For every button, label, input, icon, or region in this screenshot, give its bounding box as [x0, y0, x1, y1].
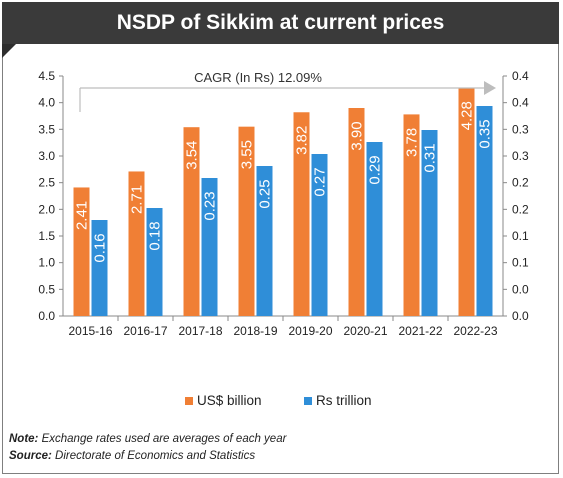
bar-usd [403, 114, 420, 317]
bar-usd-label: 3.78 [404, 128, 421, 157]
chart-title: NSDP of Sikkim at current prices [116, 11, 445, 34]
bar-usd [183, 127, 200, 316]
right-tick-label: 0.2 [512, 202, 529, 216]
note-line: Note: Exchange rates used are averages o… [9, 433, 286, 445]
bar-rs-label: 0.25 [257, 179, 274, 208]
right-tick-label: 0.0 [512, 282, 529, 296]
bar-usd [348, 108, 365, 316]
source-label: Source: [9, 450, 52, 462]
bar-rs [476, 106, 493, 316]
bar-rs [366, 142, 383, 316]
left-tick-label: 3.5 [38, 122, 55, 136]
right-tick-label: 0.4 [512, 96, 529, 110]
right-tick-label: 0.1 [512, 256, 529, 270]
cagr-arrow-head [484, 81, 496, 95]
x-tick-label: 2016-17 [123, 324, 167, 338]
bar-rs-label: 0.23 [202, 191, 219, 220]
left-tick-label: 2.5 [38, 176, 55, 190]
note-text: Exchange rates used are averages of each… [38, 433, 287, 445]
legend: US$ billion Rs trillion [185, 393, 372, 408]
bar-usd-label: 3.82 [294, 126, 311, 155]
bar-rs-label: 0.18 [147, 221, 164, 250]
bar-usd-label: 3.54 [184, 141, 201, 170]
source-line: Source: Directorate of Economics and Sta… [9, 450, 255, 462]
bar-rs [311, 154, 328, 316]
left-tick-label: 3.0 [38, 149, 55, 163]
bar-usd-label: 3.90 [349, 121, 366, 150]
source-text: Directorate of Economics and Statistics [51, 450, 256, 462]
right-tick-label: 0.3 [512, 122, 529, 136]
left-tick-label: 4.0 [38, 96, 55, 110]
bar-usd-label: 4.28 [459, 101, 476, 130]
x-tick-label: 2019-20 [288, 324, 332, 338]
right-tick-label: 0.2 [512, 176, 529, 190]
right-tick-label: 0.3 [512, 149, 529, 163]
legend-label-rs: Rs trillion [316, 393, 372, 408]
bar-rs [146, 208, 163, 316]
left-tick-label: 0.0 [38, 309, 55, 323]
x-tick-label: 2015-16 [68, 324, 112, 338]
cagr-annotation: CAGR (In Rs) 12.09% [79, 70, 496, 112]
legend-label-usd: US$ billion [197, 393, 262, 408]
legend-swatch-usd [185, 397, 193, 405]
legend-swatch-rs [304, 397, 312, 405]
x-tick-label: 2020-21 [343, 324, 387, 338]
x-tick-label: 2018-19 [233, 324, 277, 338]
bars: 2.410.16 2.710.18 3.54 0.23 3.550.25 3.820.27… [73, 87, 494, 317]
bar-usd [293, 112, 310, 317]
left-tick-label: 4.5 [38, 69, 55, 83]
bar-usd-label: 2.41 [74, 201, 91, 230]
bar-usd-label: 3.55 [239, 140, 256, 169]
bar-rs [256, 166, 273, 316]
bar-usd [128, 171, 145, 316]
bar-usd [238, 126, 255, 317]
bar-rs [201, 178, 218, 316]
left-tick-label: 2.0 [38, 202, 55, 216]
bar-usd [458, 87, 475, 316]
note-label: Note: [9, 433, 39, 445]
bar-rs-label: 0.35 [477, 119, 494, 148]
bar-rs-label: 0.31 [422, 143, 439, 172]
x-tick-label: 2021-22 [398, 324, 442, 338]
title-corner-decoration [2, 44, 16, 58]
bar-rs-label: 0.29 [367, 155, 384, 184]
bar-usd-label: 2.71 [129, 185, 146, 214]
left-tick-label: 1.0 [38, 256, 55, 270]
bar-rs [91, 220, 108, 316]
bar-usd [73, 187, 90, 316]
left-tick-label: 0.5 [38, 282, 55, 296]
title-bar: NSDP of Sikkim at current prices [2, 2, 559, 44]
x-tick-label: 2017-18 [178, 324, 222, 338]
bar-rs-label: 0.27 [312, 167, 329, 196]
right-tick-label: 0.4 [512, 69, 529, 83]
axes: 0.0 0.5 1.0 1.5 2.0 2.5 3.0 3.5 4.0 4.5 0.0 0.0 0.1 0… [38, 69, 529, 338]
right-tick-label: 0.1 [512, 229, 529, 243]
x-tick-label: 2022-23 [453, 324, 497, 338]
cagr-text: CAGR (In Rs) 12.09% [194, 70, 322, 85]
left-tick-label: 1.5 [38, 229, 55, 243]
right-tick-label: 0.0 [512, 309, 529, 323]
bar-rs-label: 0.16 [92, 233, 109, 262]
bar-rs [421, 130, 438, 316]
